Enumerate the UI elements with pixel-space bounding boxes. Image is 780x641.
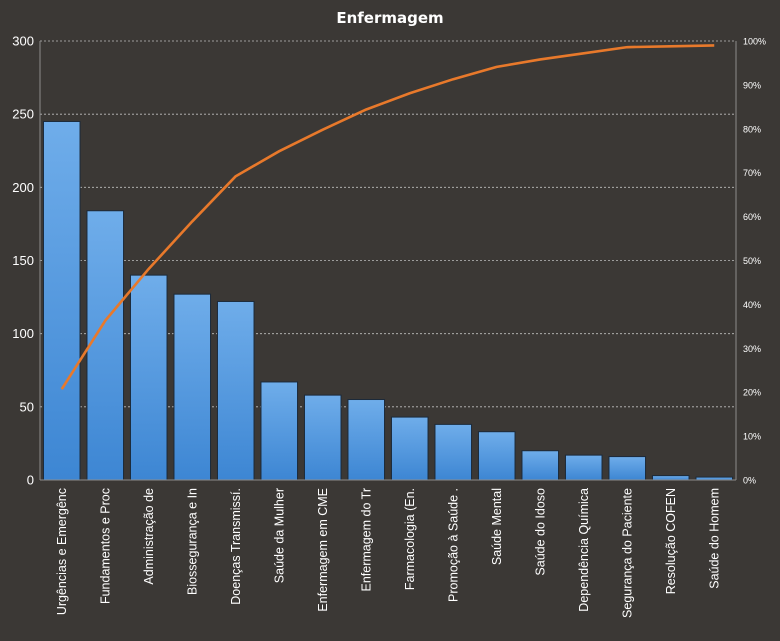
x-tick-label: Fundamentos e Proc [98,488,112,604]
bar [564,454,603,481]
bar [434,423,473,481]
y2-tick-label: 80% [743,124,761,134]
x-tick-label: Doenças Transmissí. [229,488,243,605]
x-tick-label: Segurança do Paciente [620,488,634,618]
x-axis-ticks: Urgências e Emergênc Fundamentos e Proc Ad… [55,488,722,618]
y2-tick-label: 60% [743,212,761,222]
x-tick-label: Administração de [142,488,156,585]
bar [521,450,560,481]
y2-tick-label: 10% [743,432,761,442]
cumulative-line [60,44,715,390]
x-tick-label: Saúde do Idoso [533,488,547,576]
x-tick-label: Saúde Mental [490,488,504,565]
y2-tick-label: 100% [743,37,766,47]
bars [42,120,734,481]
y-tick-label: 0 [27,473,34,488]
bar [173,293,212,481]
y2-tick-label: 90% [743,80,761,90]
chart-title: Enfermagem [336,9,443,27]
x-tick-label: Dependência Química [577,488,591,612]
axes [39,41,737,481]
bar [260,381,299,481]
y2-tick-label: 70% [743,168,761,178]
y2-tick-label: 0% [743,476,756,486]
y2-axis-ticks: 0% 10% 20% 30% 40% 50% 60% 70% 80% 90% 100% [743,37,766,486]
x-tick-label: Enfermagem em CME [316,488,330,612]
y-tick-label: 200 [12,180,34,195]
y-tick-label: 250 [12,107,34,122]
y-tick-label: 100 [12,326,34,341]
y-axis-ticks: 0 50 100 150 200 250 300 [12,34,34,488]
x-tick-label: Saúde da Mulher [272,488,286,583]
x-tick-label: Urgências e Emergênc [55,488,69,615]
bar [477,431,516,481]
y-tick-label: 50 [20,399,34,414]
x-tick-label: Saúde do Homem [707,488,721,589]
bar [347,399,386,481]
y-tick-label: 300 [12,34,34,49]
cumulative-percent-line [60,44,715,390]
y2-tick-label: 30% [743,344,761,354]
bar [390,416,429,481]
x-tick-label: Promoção à Saúde . [446,488,460,602]
x-tick-label: Biossegurança e In [185,488,199,595]
bar [216,300,255,481]
bar [608,456,647,481]
bar [129,274,168,481]
bar [651,475,690,481]
x-tick-label: Enfermagem do Tr [359,488,373,592]
bar [86,210,125,481]
x-tick-label: Resolução COFEN [664,488,678,594]
y2-tick-label: 20% [743,388,761,398]
y2-tick-label: 50% [743,256,761,266]
bar [42,120,81,481]
x-tick-label: Farmacologia (En. [403,488,417,590]
y2-tick-label: 40% [743,300,761,310]
y-tick-label: 150 [12,253,34,268]
bar [303,394,342,481]
